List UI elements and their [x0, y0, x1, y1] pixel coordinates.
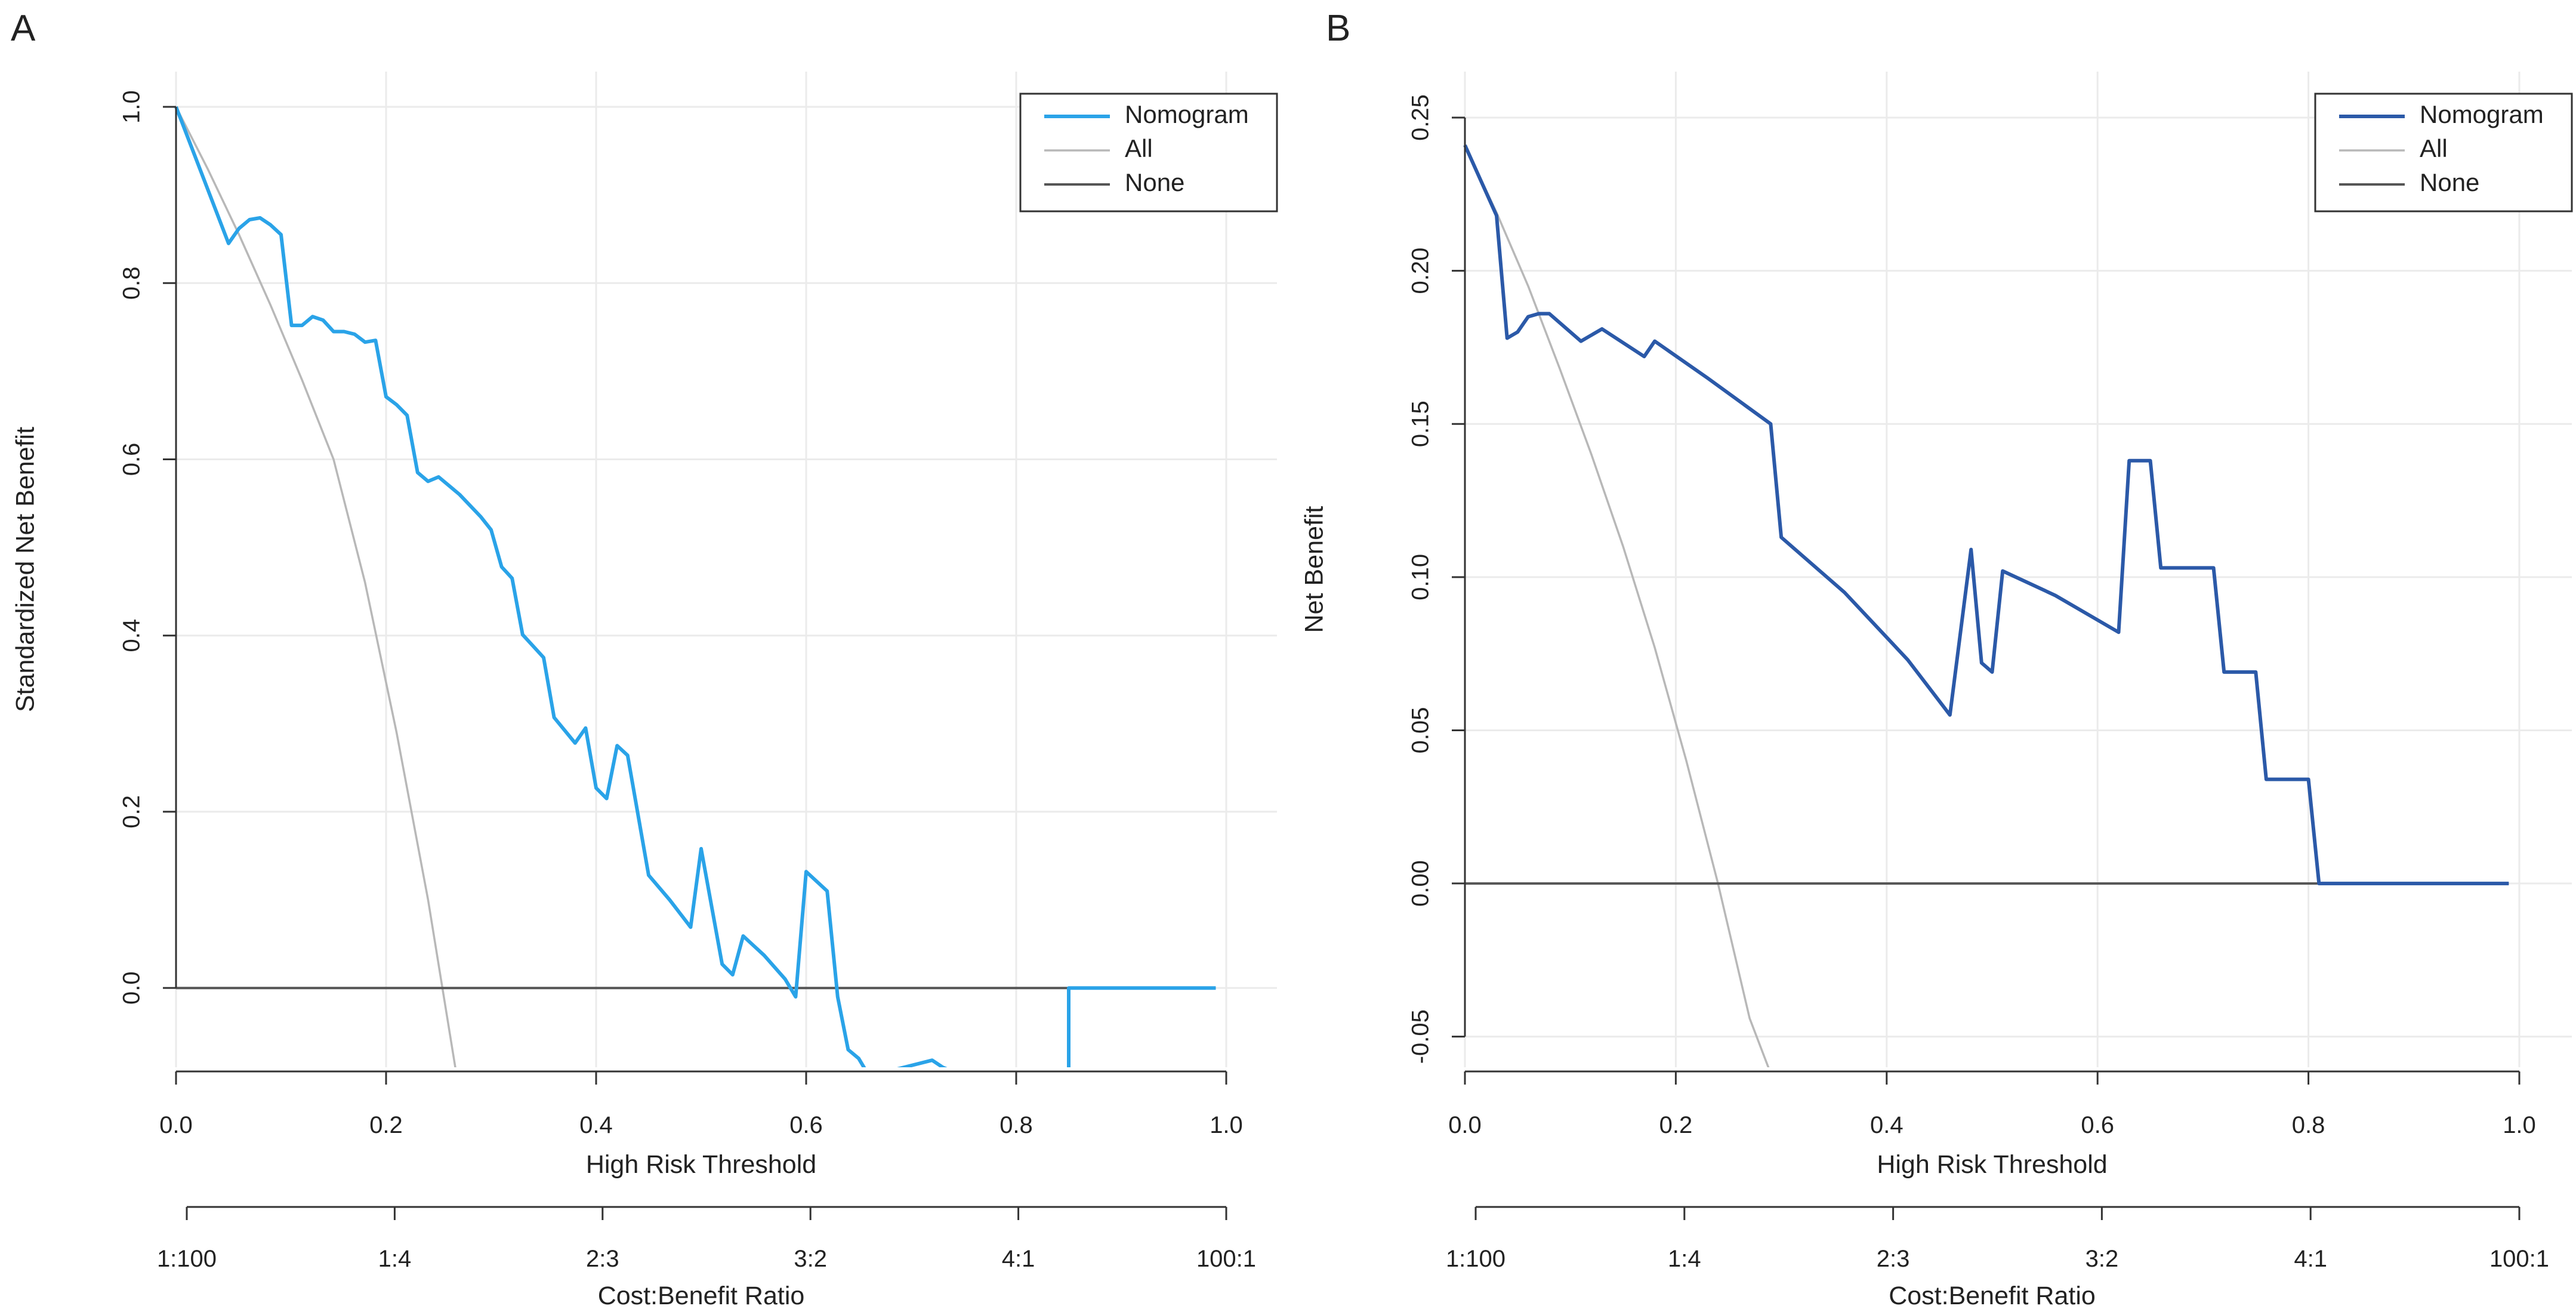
x-tick-label: 0.8	[999, 1112, 1033, 1138]
y-axis-title: Standardized Net Benefit	[11, 427, 39, 712]
x-axis-title: High Risk Threshold	[1877, 1150, 2107, 1179]
cost-benefit-tick-label: 3:2	[2086, 1246, 2119, 1272]
y-tick-label: 0.00	[1408, 860, 1434, 907]
legend-label-all: All	[1125, 134, 1153, 162]
panel-b: B -0.05 0.00 0.05 0.10 0.15 0.20 0.25 Net Benefi…	[1300, 8, 2573, 1310]
x-axis-title: High Risk Threshold	[586, 1150, 816, 1179]
cost-benefit-tick-label: 2:3	[586, 1246, 619, 1272]
panel-label: B	[1326, 8, 1350, 49]
legend-box	[1019, 93, 1278, 212]
legend-label-none: None	[1125, 168, 1184, 196]
x-tick-label: 0.4	[1870, 1112, 1904, 1138]
legend-label-nomogram: Nomogram	[2420, 100, 2544, 128]
x-tick-label: 1.0	[2503, 1112, 2536, 1138]
x-tick-label: 0.6	[789, 1112, 823, 1138]
legend-label-nomogram: Nomogram	[1125, 100, 1249, 128]
y-tick-label: 0.0	[119, 971, 145, 1005]
y-tick-label: 0.6	[119, 443, 145, 476]
legend-label-none: None	[2420, 168, 2479, 196]
x-tick-label: 0.0	[159, 1112, 193, 1138]
legend-box	[2314, 93, 2573, 212]
y-tick-label: 0.10	[1408, 554, 1434, 600]
series-line-all	[1464, 144, 1770, 1067]
x-tick-label: 0.4	[579, 1112, 613, 1138]
y-tick-label: 0.2	[119, 795, 145, 829]
cost-benefit-tick-label: 1:100	[1446, 1246, 1506, 1272]
x-tick-label: 0.2	[1659, 1112, 1693, 1138]
legend-label-all: All	[2420, 134, 2448, 162]
y-tick-label: 1.0	[119, 90, 145, 124]
series-line-nomogram	[174, 106, 1216, 1067]
y-tick-label: 0.05	[1408, 707, 1434, 754]
y-tick-label: 0.25	[1408, 94, 1434, 141]
y-axis-title: Net Benefit	[1300, 506, 1328, 633]
cost-benefit-tick-label: 3:2	[794, 1246, 827, 1272]
y-tick-label: 0.4	[119, 619, 145, 652]
cost-benefit-axis-title: Cost:Benefit Ratio	[598, 1282, 805, 1310]
cost-benefit-tick-label: 4:1	[2294, 1246, 2327, 1272]
cost-benefit-tick-label: 1:4	[1668, 1246, 1701, 1272]
cost-benefit-tick-label: 1:100	[157, 1246, 217, 1272]
y-tick-label: 0.8	[119, 266, 145, 300]
series-line-nomogram	[1463, 144, 2509, 886]
x-tick-label: 0.6	[2081, 1112, 2114, 1138]
series-line-all	[175, 106, 456, 1067]
y-tick-label: 0.15	[1408, 401, 1434, 447]
y-tick-label: -0.05	[1408, 1009, 1434, 1064]
x-tick-label: 0.0	[1448, 1112, 1482, 1138]
cost-benefit-tick-label: 1:4	[378, 1246, 412, 1272]
x-tick-label: 0.8	[2292, 1112, 2325, 1138]
cost-benefit-tick-label: 100:1	[1196, 1246, 1256, 1272]
cost-benefit-tick-label: 4:1	[1002, 1246, 1035, 1272]
panel-label: A	[11, 8, 36, 49]
cost-benefit-tick-label: 2:3	[1877, 1246, 1910, 1272]
cost-benefit-tick-label: 100:1	[2489, 1246, 2549, 1272]
panel-a: A 0.0 0.2 0.4 0.6 0.8 1.0 Standardized Net Bene…	[11, 8, 1278, 1310]
x-tick-label: 0.2	[369, 1112, 403, 1138]
y-tick-label: 0.20	[1408, 248, 1434, 294]
cost-benefit-axis-title: Cost:Benefit Ratio	[1889, 1282, 2096, 1310]
x-tick-label: 1.0	[1210, 1112, 1243, 1138]
